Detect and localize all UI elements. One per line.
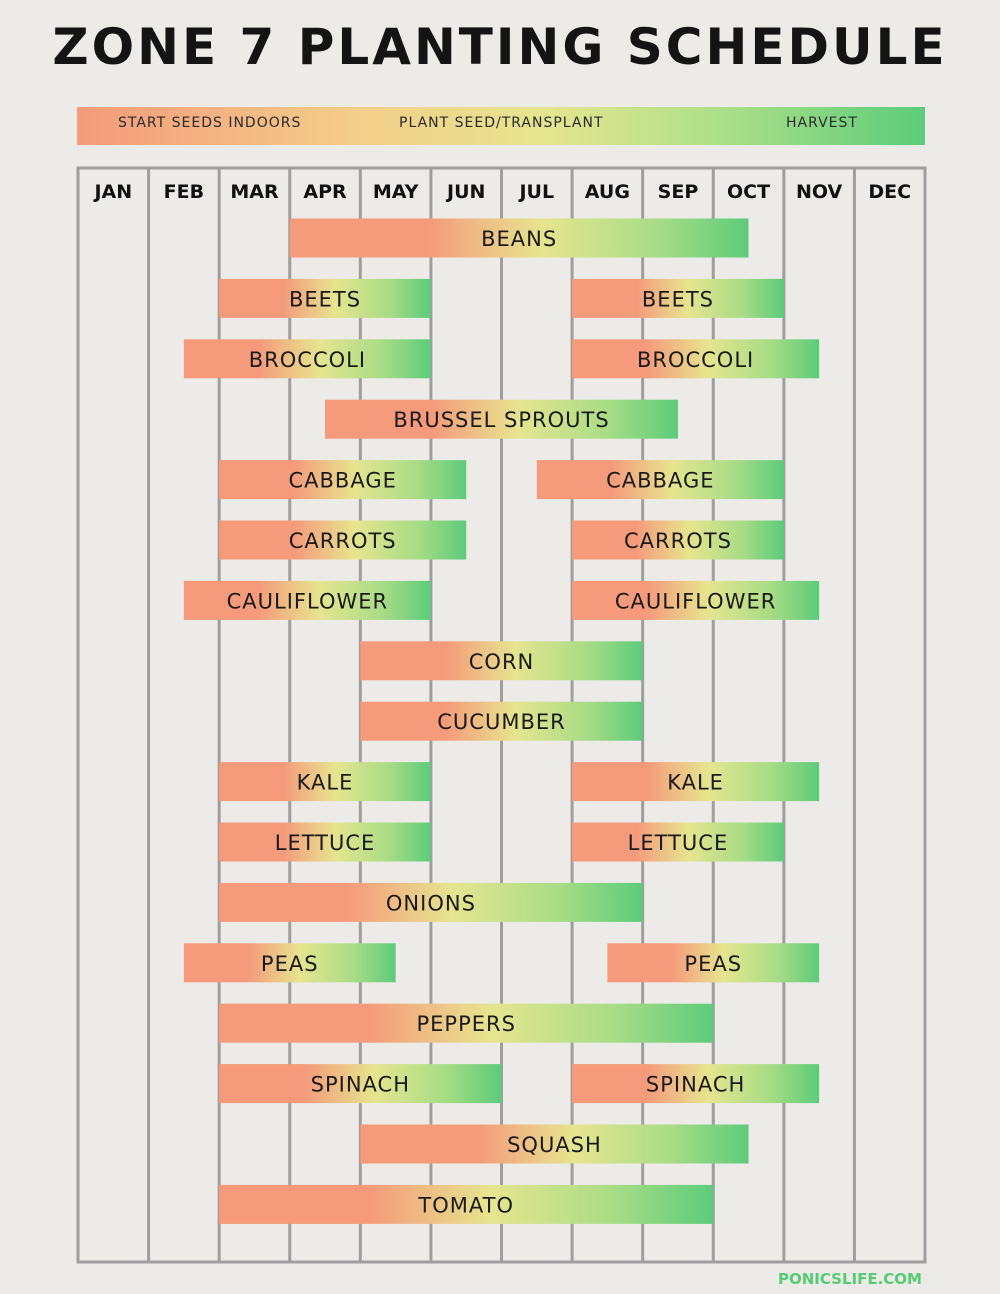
crop-bar: [572, 1064, 820, 1104]
crop-label: KALE: [297, 771, 354, 795]
crop-bar: [289, 218, 749, 258]
crop-bar: [183, 580, 431, 620]
crop-bar: [219, 460, 467, 500]
crop-label: KALE: [667, 771, 724, 795]
crop-label: ONIONS: [386, 891, 476, 915]
crop-bar: [219, 822, 431, 862]
month-label: JUN: [445, 181, 485, 203]
legend-harvest-label: HARVEST: [786, 115, 858, 131]
crop-bar: [572, 580, 820, 620]
crop-bar: [536, 460, 784, 500]
crop-bar: [360, 1124, 749, 1164]
crop-bar: [607, 943, 820, 983]
crop-label: BEETS: [642, 287, 714, 311]
crop-label: CAULIFLOWER: [615, 589, 776, 613]
crop-label: PEAS: [261, 952, 319, 976]
crop-label: BROCCOLI: [637, 348, 754, 372]
crop-label: LETTUCE: [275, 831, 376, 855]
month-label: MAY: [373, 181, 419, 203]
crop-label: PEPPERS: [416, 1012, 515, 1036]
crop-label: PEAS: [684, 952, 742, 976]
crop-label: BRUSSEL SPROUTS: [393, 408, 609, 432]
crop-label: SQUASH: [507, 1133, 602, 1157]
crop-bar: [360, 641, 643, 681]
legend-start-label: START SEEDS INDOORS: [118, 115, 302, 131]
crop-label: BROCCOLI: [249, 348, 366, 372]
month-label: NOV: [796, 181, 843, 203]
month-label: JUL: [517, 181, 554, 203]
month-label: APR: [303, 181, 347, 203]
footer-brand: PONICSLIFE.COM: [778, 1270, 922, 1288]
page-title: ZONE 7 PLANTING SCHEDULE: [52, 18, 948, 76]
crop-label: CAULIFLOWER: [227, 589, 388, 613]
month-label: FEB: [164, 181, 204, 203]
crop-bar: [572, 822, 784, 862]
crop-bar: [219, 762, 431, 802]
crop-bar: [572, 278, 784, 318]
month-label: MAR: [230, 181, 279, 203]
month-label: JAN: [92, 181, 132, 203]
crop-bar: [219, 1003, 714, 1043]
crop-bar: [219, 1184, 714, 1224]
crop-label: BEANS: [481, 227, 557, 251]
crop-bar: [219, 520, 467, 560]
legend-plant-label: PLANT SEED/TRANSPLANT: [399, 115, 604, 131]
month-label: DEC: [868, 181, 911, 203]
crop-label: CUCUMBER: [437, 710, 565, 734]
crop-bar: [183, 339, 431, 379]
crop-label: CARROTS: [289, 529, 397, 553]
crop-label: SPINACH: [646, 1073, 745, 1097]
month-label: AUG: [585, 181, 630, 203]
crop-bar: [219, 278, 431, 318]
crop-bar: [572, 339, 820, 379]
crop-label: CABBAGE: [288, 469, 396, 493]
legend-bar: START SEEDS INDOORS PLANT SEED/TRANSPLAN…: [77, 107, 925, 145]
crop-label: BEETS: [289, 287, 361, 311]
crop-bar: [325, 399, 678, 439]
crop-label: CABBAGE: [606, 469, 714, 493]
crop-label: TOMATO: [417, 1193, 514, 1217]
crop-label: LETTUCE: [628, 831, 729, 855]
crop-label: CORN: [469, 650, 535, 674]
crop-bar: [572, 520, 784, 560]
crop-bar: [183, 943, 396, 983]
crop-bar: [360, 701, 643, 741]
crop-label: SPINACH: [311, 1073, 410, 1097]
crop-bar: [219, 882, 643, 922]
month-label: OCT: [727, 181, 770, 203]
month-label: SEP: [658, 181, 699, 203]
crop-bar: [572, 762, 820, 802]
crop-label: CARROTS: [624, 529, 732, 553]
crop-bar: [219, 1064, 502, 1104]
